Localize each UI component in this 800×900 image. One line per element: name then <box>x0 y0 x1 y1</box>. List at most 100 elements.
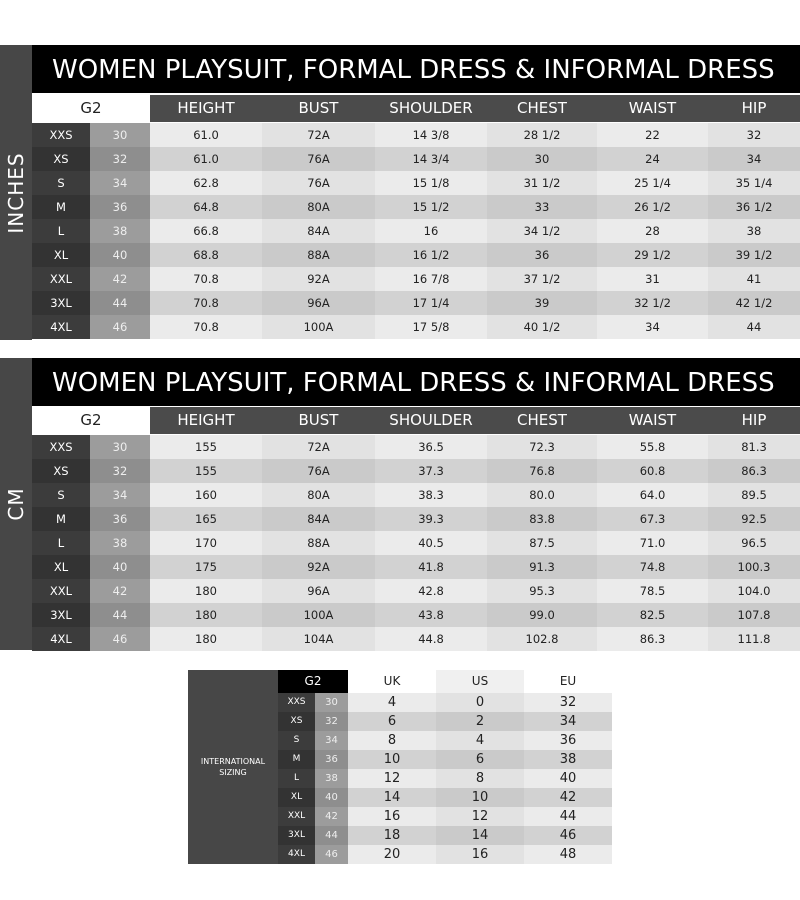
cell-us: 6 <box>436 750 524 769</box>
g2-number: 44 <box>315 826 348 845</box>
cell-waist: 71.0 <box>597 531 708 555</box>
cell-uk: 14 <box>348 788 436 807</box>
header-row: G2 HEIGHT BUST SHOULDER CHEST WAIST HIP <box>32 95 800 122</box>
cell-bust: 100A <box>262 603 375 627</box>
cell-shoulder: 14 3/8 <box>375 123 487 147</box>
unit-label-text: CM <box>4 487 28 521</box>
g2-number: 36 <box>315 750 348 769</box>
cell-uk: 18 <box>348 826 436 845</box>
column-header-chest: CHEST <box>517 99 567 117</box>
column-header-waist: WAIST <box>628 411 677 429</box>
size-label: XXS <box>32 123 90 147</box>
cell-waist: 31 <box>597 267 708 291</box>
cell-shoulder: 15 1/2 <box>375 195 487 219</box>
cell-chest: 39 <box>487 291 597 315</box>
cell-bust: 92A <box>262 555 375 579</box>
g2-number: 40 <box>315 788 348 807</box>
size-label: XL <box>32 243 90 267</box>
cell-us: 14 <box>436 826 524 845</box>
cell-eu: 32 <box>524 693 612 712</box>
cell-us: 0 <box>436 693 524 712</box>
g2-number: 36 <box>90 195 150 219</box>
unit-side-label: INCHES <box>0 45 32 340</box>
size-label: L <box>278 769 315 788</box>
cell-chest: 83.8 <box>487 507 597 531</box>
g2-number: 30 <box>90 435 150 459</box>
cell-height: 160 <box>150 483 262 507</box>
table-row: 4XL 46 180 104A 44.8 102.8 86.3 111.8 <box>32 627 800 651</box>
cell-bust: 88A <box>262 531 375 555</box>
table-row: L 38 170 88A 40.5 87.5 71.0 96.5 <box>32 531 800 555</box>
cell-hip: 41 <box>708 267 800 291</box>
cell-hip: 39 1/2 <box>708 243 800 267</box>
cell-waist: 64.0 <box>597 483 708 507</box>
g2-number: 44 <box>90 603 150 627</box>
cell-uk: 8 <box>348 731 436 750</box>
table-row: 4XL 46 20 16 48 <box>278 845 612 864</box>
cell-chest: 91.3 <box>487 555 597 579</box>
cell-eu: 36 <box>524 731 612 750</box>
g2-header: G2 <box>278 670 348 693</box>
cell-height: 175 <box>150 555 262 579</box>
cell-bust: 96A <box>262 579 375 603</box>
cell-bust: 104A <box>262 627 375 651</box>
cell-height: 68.8 <box>150 243 262 267</box>
size-label: S <box>278 731 315 750</box>
cell-us: 4 <box>436 731 524 750</box>
cm-size-table: CM WOMEN PLAYSUIT, FORMAL DRESS & INFORM… <box>0 358 800 651</box>
g2-number: 30 <box>315 693 348 712</box>
cell-chest: 76.8 <box>487 459 597 483</box>
cell-shoulder: 16 1/2 <box>375 243 487 267</box>
cell-shoulder: 36.5 <box>375 435 487 459</box>
cell-uk: 20 <box>348 845 436 864</box>
table-row: S 34 62.8 76A 15 1/8 31 1/2 25 1/4 35 1/4 <box>32 171 800 195</box>
g2-header: G2 <box>32 95 150 122</box>
table-row: XL 40 68.8 88A 16 1/2 36 29 1/2 39 1/2 <box>32 243 800 267</box>
inches-size-table: INCHES WOMEN PLAYSUIT, FORMAL DRESS & IN… <box>0 45 800 340</box>
cell-bust: 80A <box>262 195 375 219</box>
size-label: XXL <box>32 579 90 603</box>
column-header-us: US <box>436 670 524 693</box>
table-row: XS 32 61.0 76A 14 3/4 30 24 34 <box>32 147 800 171</box>
cell-bust: 76A <box>262 459 375 483</box>
cell-chest: 36 <box>487 243 597 267</box>
table-row: M 36 64.8 80A 15 1/2 33 26 1/2 36 1/2 <box>32 195 800 219</box>
g2-number: 32 <box>90 459 150 483</box>
cell-shoulder: 41.8 <box>375 555 487 579</box>
column-header-hip: HIP <box>741 411 767 429</box>
cell-us: 8 <box>436 769 524 788</box>
column-header-eu: EU <box>524 670 612 693</box>
table-row: XXL 42 16 12 44 <box>278 807 612 826</box>
size-label: 4XL <box>32 627 90 651</box>
cell-bust: 76A <box>262 171 375 195</box>
table-row: 4XL 46 70.8 100A 17 5/8 40 1/2 34 44 <box>32 315 800 339</box>
g2-number: 44 <box>90 291 150 315</box>
cell-waist: 78.5 <box>597 579 708 603</box>
g2-number: 30 <box>90 123 150 147</box>
cell-waist: 29 1/2 <box>597 243 708 267</box>
cell-waist: 74.8 <box>597 555 708 579</box>
table-row: S 34 160 80A 38.3 80.0 64.0 89.5 <box>32 483 800 507</box>
cell-shoulder: 43.8 <box>375 603 487 627</box>
cell-eu: 42 <box>524 788 612 807</box>
cell-hip: 42 1/2 <box>708 291 800 315</box>
cell-hip: 38 <box>708 219 800 243</box>
cell-shoulder: 44.8 <box>375 627 487 651</box>
cell-chest: 28 1/2 <box>487 123 597 147</box>
size-label: 4XL <box>278 845 315 864</box>
cell-uk: 12 <box>348 769 436 788</box>
table-row: XXL 42 180 96A 42.8 95.3 78.5 104.0 <box>32 579 800 603</box>
g2-number: 34 <box>315 731 348 750</box>
size-label: XXL <box>32 267 90 291</box>
cell-us: 12 <box>436 807 524 826</box>
table-body: XXS 30 4 0 32 XS 32 6 2 34 S 34 8 4 36 M 36 10 6 38 L 38 12 8 40… <box>278 693 612 864</box>
size-label: XL <box>278 788 315 807</box>
cell-chest: 33 <box>487 195 597 219</box>
cell-hip: 100.3 <box>708 555 800 579</box>
column-header-uk: UK <box>348 670 436 693</box>
table-row: XL 40 175 92A 41.8 91.3 74.8 100.3 <box>32 555 800 579</box>
table-row: 3XL 44 18 14 46 <box>278 826 612 845</box>
cell-waist: 60.8 <box>597 459 708 483</box>
table-row: XS 32 155 76A 37.3 76.8 60.8 86.3 <box>32 459 800 483</box>
cell-uk: 4 <box>348 693 436 712</box>
